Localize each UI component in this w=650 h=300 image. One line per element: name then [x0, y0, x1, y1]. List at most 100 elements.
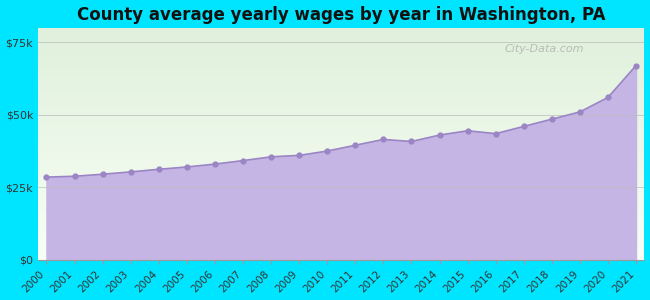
Bar	[38, 232, 644, 233]
Bar	[38, 172, 644, 173]
Bar	[38, 101, 644, 102]
Bar	[38, 42, 644, 43]
Bar	[38, 238, 644, 239]
Bar	[38, 158, 644, 159]
Bar	[38, 241, 644, 242]
Bar	[38, 34, 644, 35]
Title: County average yearly wages by year in Washington, PA: County average yearly wages by year in W…	[77, 6, 606, 24]
Bar	[38, 107, 644, 108]
Bar	[38, 102, 644, 103]
Bar	[38, 212, 644, 213]
Bar	[38, 80, 644, 81]
Bar	[38, 71, 644, 72]
Bar	[38, 181, 644, 182]
Bar	[38, 191, 644, 193]
Bar	[38, 254, 644, 255]
Bar	[38, 140, 644, 142]
Bar	[38, 227, 644, 228]
Bar	[38, 225, 644, 226]
Bar	[38, 155, 644, 157]
Bar	[38, 183, 644, 184]
Bar	[38, 28, 644, 29]
Bar	[38, 144, 644, 145]
Bar	[38, 53, 644, 55]
Bar	[38, 231, 644, 232]
Bar	[38, 51, 644, 52]
Bar	[38, 206, 644, 208]
Bar	[38, 49, 644, 50]
Bar	[38, 78, 644, 79]
Bar	[38, 213, 644, 214]
Bar	[38, 64, 644, 65]
Bar	[38, 161, 644, 162]
Bar	[38, 145, 644, 146]
Bar	[38, 256, 644, 257]
Bar	[38, 79, 644, 80]
Bar	[38, 126, 644, 128]
Bar	[38, 83, 644, 85]
Bar	[38, 123, 644, 124]
Bar	[38, 108, 644, 109]
Bar	[38, 198, 644, 200]
Bar	[38, 99, 644, 100]
Bar	[38, 104, 644, 106]
Bar	[38, 223, 644, 224]
Bar	[38, 174, 644, 175]
Bar	[38, 202, 644, 203]
Bar	[38, 164, 644, 165]
Text: City-Data.com: City-Data.com	[505, 44, 584, 54]
Bar	[38, 173, 644, 174]
Bar	[38, 109, 644, 110]
Bar	[38, 29, 644, 30]
Bar	[38, 166, 644, 167]
Bar	[38, 81, 644, 83]
Bar	[38, 167, 644, 168]
Bar	[38, 157, 644, 158]
Bar	[38, 180, 644, 181]
Bar	[38, 46, 644, 48]
Bar	[38, 230, 644, 231]
Bar	[38, 112, 644, 114]
Bar	[38, 70, 644, 71]
Bar	[38, 233, 644, 234]
Bar	[38, 118, 644, 119]
Bar	[38, 162, 644, 164]
Bar	[38, 248, 644, 249]
Bar	[38, 93, 644, 94]
Bar	[38, 220, 644, 221]
Bar	[38, 106, 644, 107]
Bar	[38, 50, 644, 51]
Bar	[38, 234, 644, 236]
Bar	[38, 58, 644, 59]
Bar	[38, 190, 644, 191]
Bar	[38, 74, 644, 75]
Bar	[38, 148, 644, 150]
Bar	[38, 116, 644, 117]
Bar	[38, 67, 644, 68]
Bar	[38, 177, 644, 178]
Bar	[38, 117, 644, 118]
Bar	[38, 257, 644, 259]
Bar	[38, 95, 644, 96]
Bar	[38, 121, 644, 122]
Bar	[38, 226, 644, 227]
Bar	[38, 165, 644, 166]
Bar	[38, 52, 644, 53]
Bar	[38, 136, 644, 137]
Bar	[38, 142, 644, 144]
Bar	[38, 129, 644, 130]
Bar	[38, 154, 644, 155]
Bar	[38, 137, 644, 138]
Bar	[38, 224, 644, 225]
Bar	[38, 36, 644, 37]
Bar	[38, 250, 644, 252]
Bar	[38, 132, 644, 134]
Bar	[38, 72, 644, 73]
Bar	[38, 182, 644, 183]
Bar	[38, 125, 644, 126]
Bar	[38, 170, 644, 172]
Bar	[38, 153, 644, 154]
Bar	[38, 32, 644, 34]
Bar	[38, 138, 644, 139]
Bar	[38, 59, 644, 60]
